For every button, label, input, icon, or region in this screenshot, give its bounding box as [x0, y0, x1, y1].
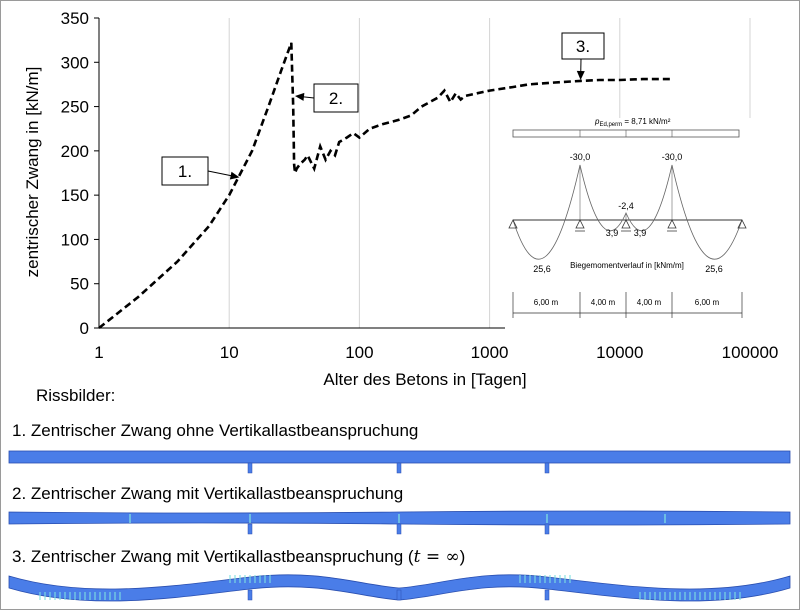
crack-case-3-label: 3. Zentrischer Zwang mit Vertikallastbea…	[12, 547, 466, 567]
moment-diagram-inset: pEd,perm = 8,71 kN/m² -30,0 -2,4 -30,0 3…	[505, 117, 755, 332]
dimension-line	[512, 292, 743, 318]
support-stub	[247, 589, 253, 601]
callout-arrowhead	[576, 70, 585, 80]
support-icon	[508, 219, 518, 229]
x-tick-labels: 1 10 100 1000 10000 100000	[94, 343, 778, 362]
field-moment-label: 25,6	[533, 264, 551, 274]
supports	[508, 219, 747, 232]
callout-arrowhead	[294, 92, 305, 101]
support-icon	[621, 219, 631, 232]
midspan-moment-label: 3,9	[634, 228, 647, 238]
series-layer	[98, 42, 672, 330]
x-tick-label: 100000	[722, 343, 779, 362]
constraint-force-chart: 1 10 100 1000 10000 100000 0 50 100 150 200 250 300…	[23, 9, 778, 389]
crack-beam-2	[8, 510, 791, 535]
callout-arrowhead	[229, 171, 240, 180]
load-label: pEd,perm = 8,71 kN/m²	[594, 117, 671, 128]
y-tick-label: 50	[70, 275, 89, 294]
beam-body	[8, 574, 791, 602]
callouts: 1. 2. 3.	[161, 32, 605, 186]
x-tick-label: 10	[220, 343, 239, 362]
support-moment-label: -2,4	[618, 201, 634, 211]
y-tick-labels: 0 50 100 150 200 250 300 350	[61, 9, 99, 338]
span-length-label: 6,00 m	[534, 298, 559, 307]
support-stub	[396, 462, 402, 474]
x-tick-label: 10000	[596, 343, 643, 362]
callout-label: 2.	[329, 89, 343, 108]
crack-case-2-label: 2. Zentrischer Zwang mit Vertikallastbea…	[12, 484, 404, 503]
span-length-label: 6,00 m	[695, 298, 720, 307]
y-tick-label: 350	[61, 9, 89, 28]
x-tick-label: 1	[94, 343, 103, 362]
y-tick-label: 100	[61, 230, 89, 249]
support-moment-label: -30,0	[570, 152, 591, 162]
callout-label: 3.	[576, 37, 590, 56]
support-stub	[544, 523, 550, 535]
field-moment-label: 25,6	[705, 264, 723, 274]
support-icon	[667, 219, 677, 232]
callout-box	[313, 83, 359, 113]
y-tick-label: 150	[61, 186, 89, 205]
x-axis-label: Alter des Betons in [Tagen]	[323, 370, 526, 389]
crack-patterns-heading: Rissbilder:	[36, 386, 116, 405]
data-series-line	[98, 42, 672, 330]
midspan-moment-label: 3,9	[606, 228, 619, 238]
span-length-label: 4,00 m	[591, 298, 616, 307]
span-length-label: 4,00 m	[637, 298, 662, 307]
y-tick-label: 300	[61, 53, 89, 72]
y-tick-label: 250	[61, 98, 89, 117]
moment-caption: Biegemomentverlauf in [kNm/m]	[570, 261, 684, 270]
y-tick-label: 200	[61, 142, 89, 161]
y-axis-label: zentrischer Zwang in [kN/m]	[23, 67, 42, 278]
crack-beam-1	[8, 450, 791, 474]
support-icon	[575, 219, 585, 232]
support-stub	[396, 589, 402, 601]
support-stub	[247, 462, 253, 474]
support-stub	[544, 462, 550, 474]
support-stub	[396, 523, 402, 535]
x-tick-label: 1000	[471, 343, 509, 362]
callout-box	[561, 32, 605, 60]
crack-beam-3	[8, 574, 791, 602]
inset-background	[505, 118, 755, 332]
y-tick-label: 0	[80, 319, 89, 338]
callout-label: 1.	[178, 162, 192, 181]
support-stub	[247, 523, 253, 535]
support-moment-label: -30,0	[662, 152, 683, 162]
x-tick-label: 100	[345, 343, 373, 362]
support-stub	[544, 589, 550, 601]
beam-body	[8, 450, 791, 464]
support-icon	[737, 219, 747, 229]
crack-case-1-label: 1. Zentrischer Zwang ohne Vertikallastbe…	[12, 421, 419, 440]
